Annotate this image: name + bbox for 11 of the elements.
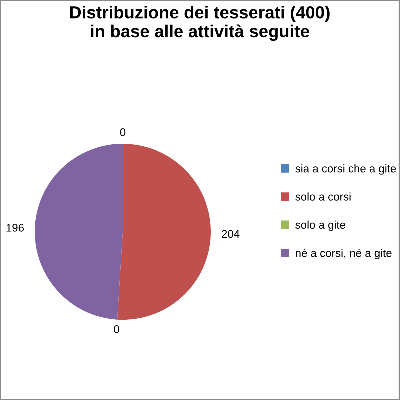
text: 0 — [120, 128, 126, 136]
chart-title: Distribuzione dei tesserati (400) in base alle attività seguite — [70, 6, 330, 42]
pie-slice — [35, 144, 123, 320]
legend-label: solo a corsi — [296, 192, 351, 201]
data-label: 204 — [222, 230, 240, 238]
text: 0 — [114, 325, 120, 334]
legend-label: sia a corsi che a gite — [296, 164, 396, 175]
pie-slice — [117, 144, 211, 320]
legend-label: né a corsi, né a gite — [296, 248, 392, 260]
data-label: 196 — [6, 224, 24, 232]
legend-label: solo a gite — [296, 220, 346, 232]
